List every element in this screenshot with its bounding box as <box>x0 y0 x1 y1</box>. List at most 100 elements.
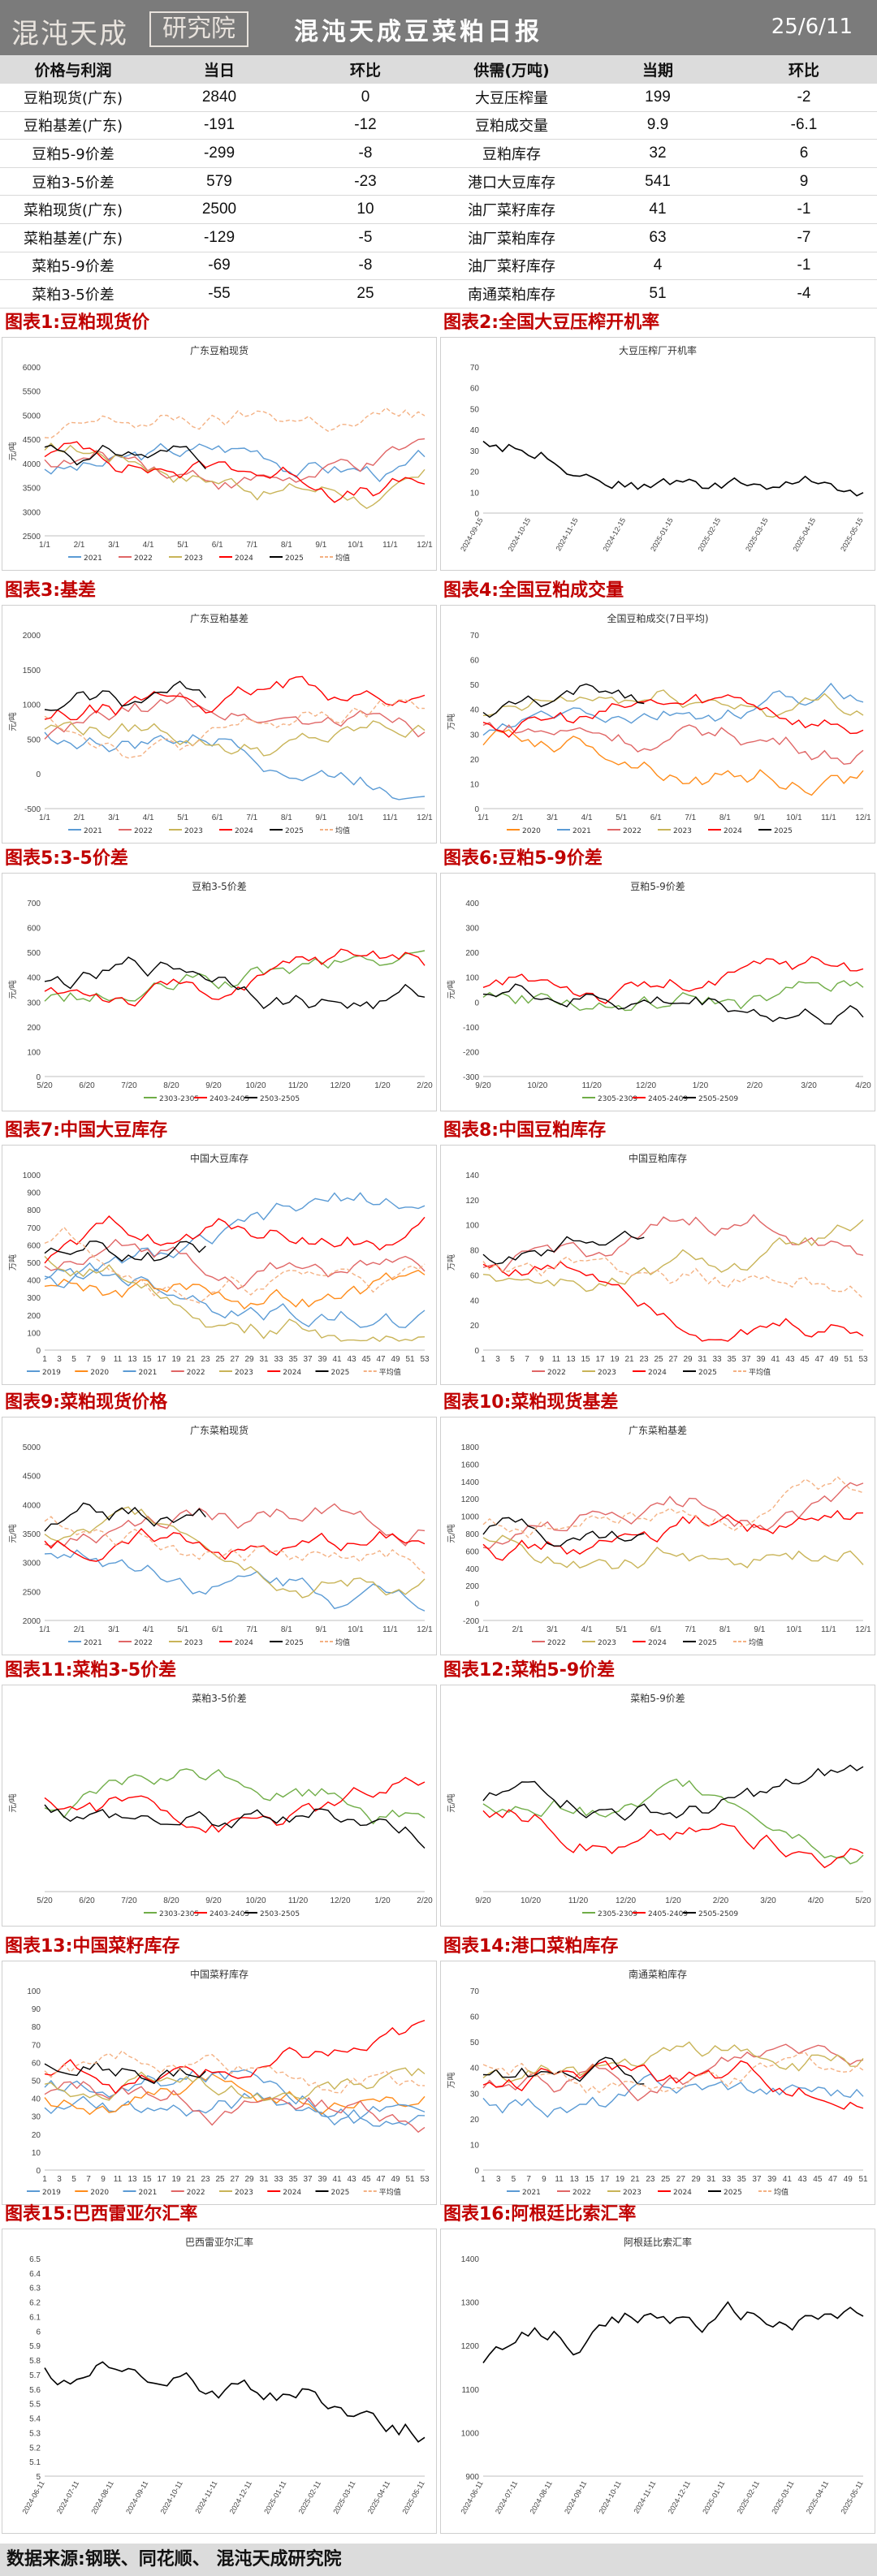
y-tick-label: 5.4 <box>29 2415 41 2424</box>
table-header-cell: 当期 <box>585 55 731 84</box>
x-tick-label: 5/1 <box>616 1625 627 1634</box>
y-tick-label: 1600 <box>461 1461 480 1469</box>
series-line <box>44 1226 426 1304</box>
x-tick-label: 35 <box>288 2175 298 2184</box>
y-tick-label: 0 <box>474 2167 479 2176</box>
x-tick-label: 41 <box>783 2175 793 2184</box>
x-tick-label: 12/1 <box>417 813 433 822</box>
chart-label: 图表13:中国菜籽库存 <box>5 1936 180 1957</box>
x-tick-label: 47 <box>814 1355 824 1364</box>
x-tick-label: 1 <box>481 1355 486 1364</box>
x-tick-label: 51 <box>405 1355 415 1364</box>
legend-label: 2405-2409 <box>648 1095 688 1103</box>
x-tick-label: 5/1 <box>177 1625 188 1634</box>
x-tick-label: 41 <box>771 1355 780 1364</box>
legend-label: 2025 <box>774 827 793 835</box>
legend-label: 2020 <box>90 2189 109 2197</box>
x-tick-label: 39 <box>318 1355 327 1364</box>
x-tick-label: 6/1 <box>212 541 223 550</box>
y-tick-label: 20 <box>470 2116 480 2125</box>
x-tick-label: 23 <box>646 2175 655 2184</box>
x-tick-label: 9/20 <box>475 1081 491 1090</box>
y-tick-label: 1400 <box>461 1478 480 1487</box>
y-tick-label: 1200 <box>461 1495 480 1504</box>
row-value: 4 <box>585 252 731 281</box>
x-tick-label: 15 <box>585 2175 594 2184</box>
y-tick-label: 70 <box>470 364 480 373</box>
x-tick-label: 53 <box>858 1355 868 1364</box>
x-tick-label: 5/20 <box>37 1896 53 1905</box>
x-tick-label: 2/1 <box>512 1625 524 1634</box>
row-label: 菜粕3-5价差 <box>0 279 146 309</box>
x-tick-label: 2024-08-11 <box>89 2479 114 2515</box>
y-tick-label: 400 <box>27 1277 41 1286</box>
x-tick-label: 2/20 <box>417 1081 433 1090</box>
x-tick-label: 2024-08-11 <box>528 2479 553 2515</box>
y-tick-label: 6.1 <box>29 2313 41 2322</box>
chart-svg: 中国大豆库存10009008007006005004003002001000万吨… <box>7 1152 430 1377</box>
legend-label: 2023 <box>184 1639 203 1647</box>
y-tick-label: 4000 <box>23 460 41 469</box>
chart-svg: 豆粕5-9价差 400 300 200 100 0 -100 -200 -300 元/吨 9/20 1… <box>446 880 871 1103</box>
y-tick-label: 0 <box>474 999 479 1008</box>
legend-label: 平均值 <box>379 1367 401 1377</box>
chart-label: 图表16:阿根廷比索汇率 <box>443 2204 637 2224</box>
legend-label: 2022 <box>134 827 153 835</box>
legend-label: 2505-2509 <box>698 1910 738 1918</box>
table-header-row: 价格与利润 当日 环比 <box>0 55 438 84</box>
x-tick-label: 5/1 <box>616 813 627 822</box>
x-tick-label: 21 <box>186 2175 196 2184</box>
legend-label: 2021 <box>572 827 591 835</box>
chart-panel: 中国大豆库存 1000 900 800 700 600 500 400 300 200 100 0 万吨… <box>2 1145 437 1385</box>
x-tick-label: 9/1 <box>315 1625 326 1634</box>
x-tick-label: 1/20 <box>693 1081 709 1090</box>
y-axis-label: 万吨 <box>446 1254 456 1271</box>
legend-label: 2022 <box>547 1369 566 1377</box>
legend-label: 2024 <box>283 2189 301 2197</box>
series-line <box>44 2081 426 2134</box>
row-label: 港口大豆库存 <box>438 167 585 196</box>
chart-label: 图表10:菜粕现货基差 <box>443 1392 619 1413</box>
x-tick-label: 51 <box>844 1355 853 1364</box>
chart-label: 图表8:中国豆粕库存 <box>443 1120 607 1141</box>
series-line <box>482 1764 864 1821</box>
footer-source: 数据来源:钢联、同花顺、 混沌天成研究院 <box>0 2544 877 2576</box>
chart-label: 图表9:菜粕现货价格 <box>5 1392 168 1413</box>
row-value: 541 <box>585 167 731 196</box>
x-tick-label: 8/20 <box>163 1081 179 1090</box>
row-label: 油厂菜粕库存 <box>438 223 585 252</box>
x-tick-label: 7 <box>86 1355 91 1364</box>
y-tick-label: 1800 <box>461 1443 480 1452</box>
x-tick-label: 2025-05-11 <box>839 2479 864 2515</box>
series-line <box>482 722 864 766</box>
legend-label: 2305-2309 <box>598 1910 637 1918</box>
table-header-cell: 当日 <box>146 55 292 84</box>
series-line <box>482 1219 864 1292</box>
series-line <box>44 441 426 503</box>
row-value: 2500 <box>146 195 292 225</box>
series-line <box>44 1269 426 1310</box>
y-tick-label: 0 <box>474 805 479 814</box>
x-tick-label: 10/20 <box>245 1896 266 1905</box>
x-tick-label: 2024-12-15 <box>602 516 628 553</box>
chart-panel: 菜粕5-9价差 元/吨 9/20 10/20 11/20 12/20 1/20 2/20 3/2… <box>440 1685 875 1927</box>
x-tick-label: 33 <box>274 2175 283 2184</box>
y-tick-label: 100 <box>27 1329 41 1338</box>
x-tick-label: 17 <box>600 2175 610 2184</box>
x-tick-label: 8/1 <box>719 813 731 822</box>
y-tick-label: 6.2 <box>29 2299 41 2308</box>
chart-title: 豆粕3-5价差 <box>192 880 247 892</box>
x-tick-label: 5 <box>71 2175 76 2184</box>
x-tick-label: 7 <box>525 1355 529 1364</box>
x-tick-label: 29 <box>683 1355 693 1364</box>
series-line <box>44 1804 426 1849</box>
row-value: -2 <box>731 83 877 112</box>
y-tick-label: 2000 <box>23 1617 41 1626</box>
table-row: 豆粕成交量 9.9 -6.1 <box>438 111 877 140</box>
row-label: 大豆压榨量 <box>438 83 585 112</box>
y-tick-label: 4500 <box>23 1473 41 1482</box>
row-value: 579 <box>146 167 292 196</box>
legend-label: 2024 <box>648 1369 667 1377</box>
y-tick-label: 50 <box>470 405 480 414</box>
